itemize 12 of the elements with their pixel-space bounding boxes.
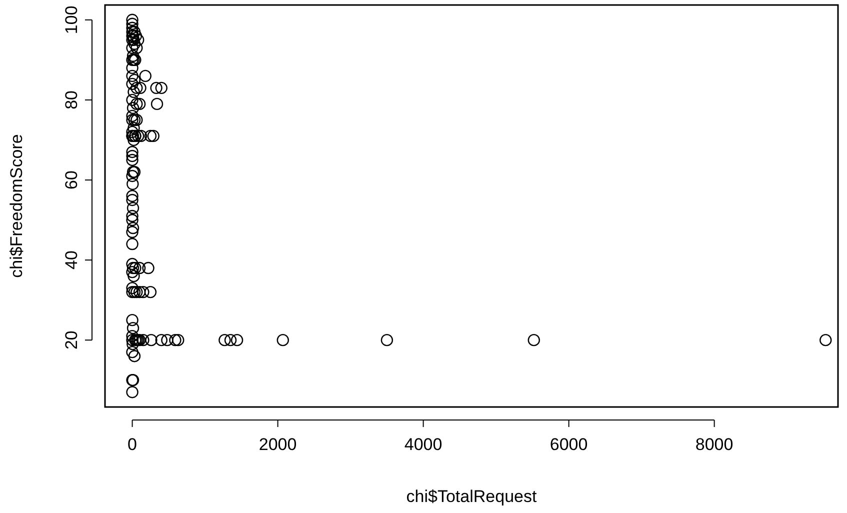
x-axis-title: chi$TotalRequest — [406, 487, 537, 506]
y-tick-label: 80 — [62, 90, 81, 110]
x-tick-label: 2000 — [258, 435, 297, 454]
y-axis-title: chi$FreedomScore — [7, 134, 26, 278]
x-tick-label: 6000 — [550, 435, 588, 454]
x-tick-label: 8000 — [695, 435, 734, 454]
y-tick-label: 20 — [62, 330, 81, 350]
x-tick-label: 0 — [128, 435, 138, 454]
y-tick-label: 40 — [62, 250, 81, 270]
y-tick-label: 100 — [62, 6, 81, 34]
x-tick-label: 4000 — [404, 435, 442, 454]
y-tick-label: 60 — [62, 170, 81, 190]
